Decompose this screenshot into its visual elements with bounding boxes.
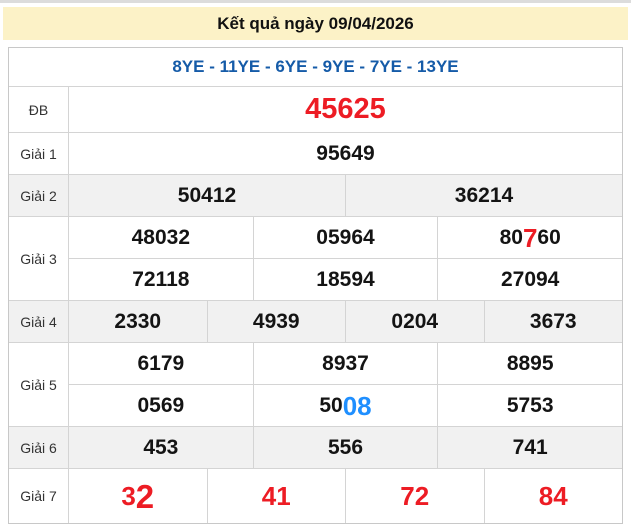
prize-number-cell: 741 bbox=[437, 427, 622, 468]
results-title-band: Kết quả ngày 09/04/2026 bbox=[3, 7, 628, 40]
prize-row-4: Giải 4 2330 4939 0204 3673 bbox=[9, 300, 622, 342]
prize-number-cell: 0204 bbox=[345, 301, 484, 342]
prize-number-cell: 72 bbox=[345, 469, 484, 523]
prize-number-cell: 50 08 bbox=[252, 385, 438, 426]
station-codes-row: 8YE - 11YE - 6YE - 9YE - 7YE - 13YE bbox=[9, 48, 622, 86]
digit-group: 0204 bbox=[391, 310, 439, 333]
digit-group: 4939 bbox=[252, 310, 300, 333]
prize-value-line: 72118 18594 27094 bbox=[69, 258, 622, 300]
prize-number-cell: 95649 bbox=[69, 133, 622, 174]
prize-number-cell: 0569 bbox=[69, 385, 253, 426]
prize-number-cell: 80 7 60 bbox=[437, 217, 622, 258]
prize-value-line: 45625 bbox=[69, 87, 622, 132]
prize-values: 95649 bbox=[69, 133, 622, 174]
prize-number-cell: 72118 bbox=[69, 259, 253, 300]
prize-label: Giải 7 bbox=[9, 469, 69, 523]
highlighted-digits: 08 bbox=[342, 390, 372, 421]
prize-number-cell: 84 bbox=[483, 469, 623, 523]
prize-value-line: 2330 4939 0204 3673 bbox=[69, 301, 622, 342]
prize-values: 2330 4939 0204 3673 bbox=[69, 301, 622, 342]
prize-row-3: Giải 3 48032 05964 80 7 60 72118 18594 27094 bbox=[9, 216, 622, 300]
digit-group: 453 bbox=[143, 436, 179, 459]
highlighted-digits: 2 bbox=[135, 477, 155, 515]
prize-number-cell: 453 bbox=[69, 427, 253, 468]
digit-group: 72 bbox=[400, 481, 430, 511]
prize-label: Giải 3 bbox=[9, 217, 69, 300]
prize-number-cell: 5753 bbox=[437, 385, 622, 426]
prize-number-cell: 556 bbox=[252, 427, 438, 468]
prize-number-cell: 48032 bbox=[69, 217, 253, 258]
prize-value-line: 48032 05964 80 7 60 bbox=[69, 217, 622, 258]
prize-number-cell: 8937 bbox=[252, 343, 438, 384]
prize-number-cell: 50412 bbox=[69, 175, 345, 216]
prize-label: Giải 4 bbox=[9, 301, 69, 342]
prize-value-line: 453 556 741 bbox=[69, 427, 622, 468]
digit-group: 45625 bbox=[305, 93, 386, 125]
digit-group: 741 bbox=[512, 436, 548, 459]
prize-label: Giải 1 bbox=[9, 133, 69, 174]
prize-label: Giải 5 bbox=[9, 343, 69, 426]
prize-values: 45625 bbox=[69, 87, 622, 132]
digit-group: 80 bbox=[499, 226, 523, 249]
digit-group: 05964 bbox=[316, 226, 375, 249]
digit-group: 6179 bbox=[137, 352, 185, 375]
prize-row-2: Giải 2 50412 36214 bbox=[9, 174, 622, 216]
results-table-body: ĐB 45625 Giải 1 95649 Giải 2 50412 36214 Giải 3… bbox=[9, 86, 622, 523]
prize-number-cell: 45625 bbox=[69, 87, 622, 132]
digit-group: 18594 bbox=[316, 268, 375, 291]
prize-value-line: 6179 8937 8895 bbox=[69, 343, 622, 384]
prize-label: ĐB bbox=[9, 87, 69, 132]
prize-number-cell: 18594 bbox=[252, 259, 438, 300]
digit-group: 556 bbox=[327, 436, 364, 459]
prize-number-cell: 27094 bbox=[437, 259, 622, 300]
prize-values: 50412 36214 bbox=[69, 175, 622, 216]
digit-group: 95649 bbox=[316, 142, 375, 165]
prize-values: 3 2 41 72 84 bbox=[69, 469, 622, 523]
prize-number-cell: 3673 bbox=[483, 301, 623, 342]
prize-values: 453 556 741 bbox=[69, 427, 622, 468]
digit-group: 36214 bbox=[454, 184, 514, 207]
digit-group: 5753 bbox=[506, 394, 554, 417]
prize-value-line: 95649 bbox=[69, 133, 622, 174]
digit-group: 3673 bbox=[529, 310, 577, 333]
digit-group: 48032 bbox=[131, 226, 191, 249]
prize-number-cell: 2330 bbox=[69, 301, 207, 342]
prize-number-cell: 6179 bbox=[69, 343, 253, 384]
prize-row-6: Giải 6 453 556 741 bbox=[9, 426, 622, 468]
prize-values: 6179 8937 8895 0569 50 08 5753 bbox=[69, 343, 622, 426]
digit-group: 50 bbox=[319, 394, 343, 417]
prize-number-cell: 41 bbox=[206, 469, 346, 523]
prize-row-0: ĐB 45625 bbox=[9, 86, 622, 132]
digit-group: 8895 bbox=[506, 352, 554, 375]
page-title: Kết quả ngày 09/04/2026 bbox=[217, 13, 414, 33]
prize-values: 48032 05964 80 7 60 72118 18594 27094 bbox=[69, 217, 622, 300]
prize-row-5: Giải 5 6179 8937 8895 0569 50 08 5753 bbox=[9, 342, 622, 426]
prize-value-line: 0569 50 08 5753 bbox=[69, 384, 622, 426]
prize-row-7: Giải 7 3 2 41 72 84 bbox=[9, 468, 622, 523]
prize-number-cell: 8895 bbox=[437, 343, 622, 384]
prize-label: Giải 6 bbox=[9, 427, 69, 468]
digit-group: 2330 bbox=[114, 310, 162, 333]
prize-number-cell: 05964 bbox=[252, 217, 438, 258]
prize-value-line: 3 2 41 72 84 bbox=[69, 469, 622, 523]
prize-row-1: Giải 1 95649 bbox=[9, 132, 622, 174]
digit-group: 50412 bbox=[177, 184, 237, 207]
digit-group: 41 bbox=[261, 481, 291, 511]
prize-number-cell: 4939 bbox=[206, 301, 346, 342]
digit-group: 27094 bbox=[500, 268, 560, 291]
station-codes-link[interactable]: 8YE - 11YE - 6YE - 9YE - 7YE - 13YE bbox=[172, 57, 459, 76]
prize-value-line: 50412 36214 bbox=[69, 175, 622, 216]
prize-label: Giải 2 bbox=[9, 175, 69, 216]
highlighted-digits: 7 bbox=[522, 222, 538, 253]
digit-group: 3 bbox=[121, 481, 136, 511]
digit-group: 84 bbox=[538, 481, 568, 511]
prize-number-cell: 36214 bbox=[345, 175, 622, 216]
results-table: 8YE - 11YE - 6YE - 9YE - 7YE - 13YE ĐB 45… bbox=[8, 47, 623, 524]
digit-group: 60 bbox=[537, 226, 561, 249]
digit-group: 0569 bbox=[137, 394, 185, 417]
digit-group: 72118 bbox=[132, 268, 190, 291]
digit-group: 8937 bbox=[322, 352, 369, 375]
